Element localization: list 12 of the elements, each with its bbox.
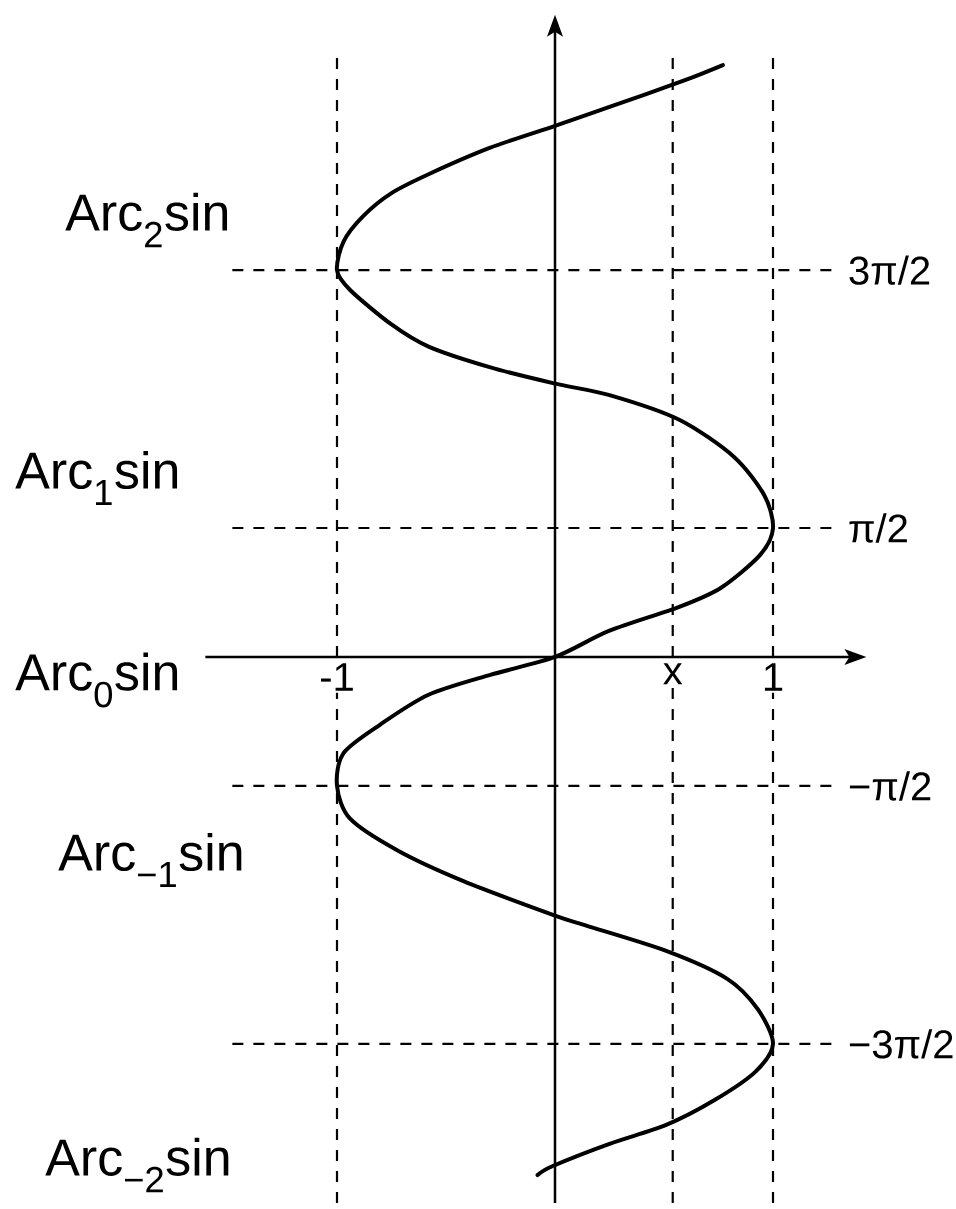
text: Arc$_{0}$sin <box>15 652 178 708</box>
text: Arc$_{1}$sin <box>15 450 178 506</box>
text: Arc$_{−2}$sin <box>45 1137 229 1193</box>
x-tick-label: 1 <box>764 663 783 691</box>
y-tick-label: −3π/2 <box>849 1029 953 1059</box>
x-tick-label: x <box>663 663 683 685</box>
y-tick-label: 3π/2 <box>849 255 930 285</box>
y-tick-label: π/2 <box>849 513 907 543</box>
annotation: Arc$_{−1}$sin <box>58 832 242 888</box>
y-tick-label: −π/2 <box>849 771 931 801</box>
text: Arc$_{2}$sin <box>65 192 228 248</box>
x-tick-label: -1 <box>320 663 353 691</box>
